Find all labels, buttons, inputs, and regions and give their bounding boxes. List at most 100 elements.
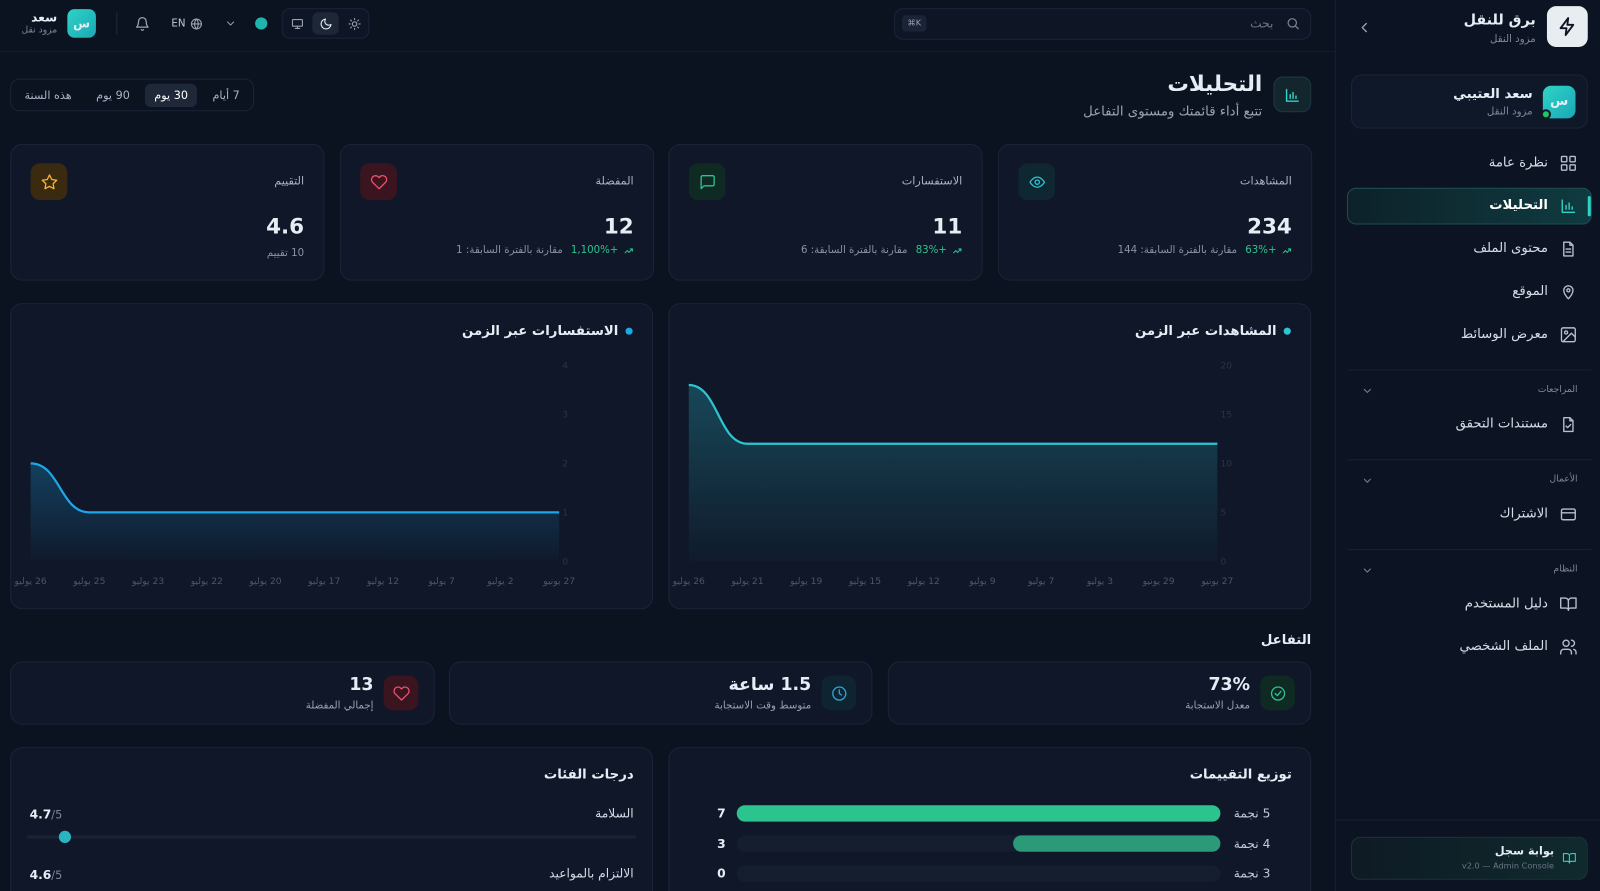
trend-icon: [624, 247, 633, 254]
users-icon: [1560, 639, 1577, 655]
language[interactable]: EN: [171, 17, 186, 30]
nav-item[interactable]: الاشتراك: [1499, 506, 1548, 522]
nav-active-bg[interactable]: [1346, 187, 1592, 225]
stat-label: التقييم: [274, 174, 305, 188]
section-title: الأعمال: [1549, 474, 1578, 486]
top-avatar-letter: س: [73, 16, 91, 31]
nav-item[interactable]: مستندات التحقق: [1455, 416, 1548, 432]
globe-icon: [190, 17, 202, 30]
nav-item[interactable]: الموقع: [1512, 283, 1548, 300]
icon-part: [392, 685, 410, 701]
status-dot: [1540, 109, 1552, 120]
icon-part: [1566, 288, 1571, 293]
stat-icon-box: [360, 163, 397, 201]
score-scale: /5: [51, 868, 63, 882]
icon-part: [1563, 416, 1574, 433]
nav-item[interactable]: الملف الشخصي: [1459, 639, 1548, 655]
trend-icon: [1282, 247, 1292, 254]
search-box[interactable]: [893, 8, 1312, 40]
brand-subtitle: مزود النقل: [1489, 33, 1536, 45]
icon-part: [1563, 285, 1574, 300]
stat-note: 10 تقييم: [266, 247, 305, 259]
icon-part: [135, 16, 149, 31]
rating-label: 5 نجمة: [1233, 806, 1271, 821]
icon-part: [1560, 639, 1577, 655]
range-button[interactable]: 7 أيام: [212, 88, 240, 102]
icon-part: [1363, 568, 1371, 573]
eye-icon: [1028, 175, 1045, 188]
icon-part: [1560, 164, 1568, 171]
heart-icon: [370, 174, 387, 189]
nav-item[interactable]: محتوى الملف: [1473, 241, 1548, 257]
filecheck-icon: [1563, 416, 1574, 433]
image-icon: [1560, 327, 1576, 343]
range-group: 7 أيام 30 يوم 90 يوم هذه السنة: [10, 78, 255, 112]
icon-part: [699, 174, 715, 189]
icon-part: [1561, 199, 1576, 213]
nav-item[interactable]: التحليلات: [1489, 198, 1548, 214]
icon-part: [1282, 247, 1292, 254]
score-label: الالتزام بالمواعيد: [549, 866, 634, 881]
down-icon: [227, 21, 235, 26]
nav-item[interactable]: معرض الوسائط: [1460, 326, 1548, 343]
brand-name: برق للنقل: [1463, 11, 1536, 29]
user-avatar-letter: س: [1550, 94, 1569, 110]
section-divider: [1346, 549, 1592, 551]
heart-icon: [392, 685, 410, 701]
sidebar: [1334, 0, 1600, 891]
star-icon: [41, 173, 57, 189]
pin-icon: [1563, 285, 1574, 300]
icon-part: [1562, 853, 1576, 864]
icon-part: [291, 18, 303, 27]
icon-part: [370, 174, 387, 189]
stat-value: 234: [1247, 214, 1292, 240]
chart-title: الاستفسارات عبر الزمن: [462, 323, 619, 340]
bolt-icon: [1559, 17, 1575, 36]
grid-icon: [1560, 155, 1576, 171]
stat-comparison: مقارنة بالفترة السابقة: 144: [1117, 244, 1238, 257]
down-icon: [1363, 388, 1371, 393]
icon-part: [1560, 597, 1577, 612]
top-avatar[interactable]: [67, 9, 96, 38]
engagement-label: إجمالي المفضلة: [305, 699, 374, 711]
stat-change-row: +83% مقارنة بالفترة السابقة: 6: [801, 245, 962, 256]
bars-icon: [1561, 199, 1576, 213]
section-title: النظام: [1553, 564, 1578, 575]
down-icon: [1363, 478, 1371, 483]
stat-change: +83%: [915, 244, 947, 257]
icon-part: [624, 247, 633, 254]
section-title: المراجعات: [1537, 385, 1578, 396]
nav-item[interactable]: دليل المستخدم: [1464, 596, 1548, 612]
book-icon: [1560, 597, 1577, 612]
score-label: السلامة: [595, 806, 634, 821]
sun-icon: [348, 17, 361, 30]
bars-icon: [1285, 88, 1299, 102]
icon-part: [348, 17, 361, 30]
user-name: سعد العتيبي: [1453, 87, 1533, 103]
icon-part: [1361, 22, 1368, 33]
icon-part: [1033, 178, 1040, 185]
page-title: التحليلات: [1167, 71, 1263, 97]
stat-label: المشاهدات: [1239, 174, 1292, 188]
file-icon: [1563, 241, 1574, 257]
check-icon: [1270, 685, 1285, 701]
left-icon: [1361, 22, 1368, 33]
rating-label: 4 نجمة: [1233, 836, 1271, 851]
icon-part: [1294, 25, 1299, 30]
icon-part: [1363, 388, 1371, 393]
trend-icon: [952, 247, 962, 254]
range-button[interactable]: 90 يوم: [96, 88, 130, 102]
range-button[interactable]: 30 يوم: [145, 83, 198, 107]
icon-part: [351, 20, 357, 27]
icon-part: [1562, 332, 1576, 343]
accent-dot[interactable]: [255, 17, 268, 30]
icon-part: [1363, 478, 1371, 483]
nav-item[interactable]: نظرة عامة: [1488, 155, 1548, 171]
footer-version: v2.0 — Admin Console: [1461, 861, 1555, 871]
card-title: توزيع التقييمات: [1189, 767, 1292, 784]
engagement-card: [448, 661, 873, 725]
range-button[interactable]: هذه السنة: [24, 88, 72, 102]
icon-part: [227, 21, 235, 26]
score-scale: /5: [51, 808, 63, 822]
